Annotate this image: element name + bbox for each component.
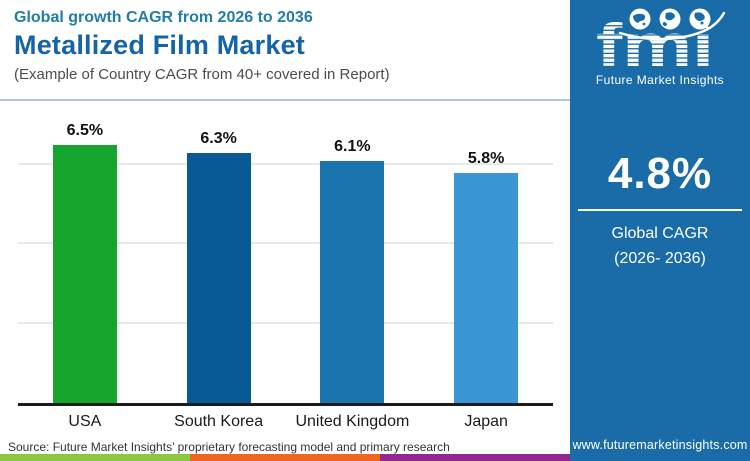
gridline (18, 242, 553, 245)
global-cagr-label-line2: (2026- 2036) (614, 249, 706, 267)
bar-japan (454, 172, 519, 403)
x-axis-labels-row: USA South Korea United Kingdom Japan (18, 406, 553, 431)
global-cagr-value: 4.8% (607, 149, 713, 198)
bar-group: 5.8% (419, 150, 553, 403)
chart-title: Metallized Film Market (14, 30, 305, 60)
source-note: Source: Future Market Insights’ propriet… (8, 440, 450, 454)
x-axis-label: South Korea (174, 413, 264, 430)
x-axis-label: USA (68, 413, 102, 430)
bar-usa (52, 144, 117, 403)
logo-subtext: Future Market Insights (595, 73, 725, 87)
bar-south-korea (186, 152, 251, 403)
globe-icon-americas (629, 8, 651, 30)
footer-strip-segment (0, 454, 190, 461)
footer-color-strip (0, 454, 570, 461)
gridline (18, 321, 553, 324)
footer-strip-segment (380, 454, 570, 461)
x-axis-line (18, 403, 553, 406)
footer-strip-segment (190, 454, 380, 461)
globe-icon-europe (659, 8, 681, 30)
panel-divider (578, 209, 742, 211)
gridline (18, 162, 553, 165)
bar-group: 6.1% (286, 138, 420, 403)
bar-value-label: 6.3% (200, 129, 237, 147)
global-cagr-label: Global CAGR (2026- 2036) (612, 222, 709, 272)
bar-value-label: 5.8% (467, 149, 505, 167)
bar-group: 6.5% (18, 122, 152, 403)
chart-note: (Example of Country CAGR from 40+ covere… (14, 66, 390, 83)
chart-header: Global growth CAGR from 2026 to 2036 Met… (0, 0, 570, 101)
plot-area: 6.5% 6.3% 6.1% 5.8% (18, 101, 553, 403)
chart-section: Global growth CAGR from 2026 to 2036 Met… (0, 0, 570, 461)
bar-group: 6.3% (152, 130, 286, 403)
website-url[interactable]: www.futuremarketinsights.com (572, 438, 748, 452)
fmi-logo: fmi (596, 8, 726, 72)
bars-container: 6.5% 6.3% 6.1% 5.8% (18, 101, 553, 403)
fmi-panel: fmi Future Market Insights 4.8% Global C… (570, 0, 750, 461)
bar-united-kingdom (320, 160, 385, 403)
x-axis-label: Japan (464, 413, 508, 430)
logo-swoosh (618, 11, 726, 41)
bar-value-label: 6.5% (66, 121, 104, 139)
globe-icon-asia (689, 8, 711, 30)
global-cagr-label-line1: Global CAGR (611, 225, 709, 242)
chart-subtitle: Global growth CAGR from 2026 to 2036 (14, 9, 313, 26)
x-axis-label: United Kingdom (295, 413, 410, 430)
bar-value-label: 6.1% (334, 137, 371, 155)
